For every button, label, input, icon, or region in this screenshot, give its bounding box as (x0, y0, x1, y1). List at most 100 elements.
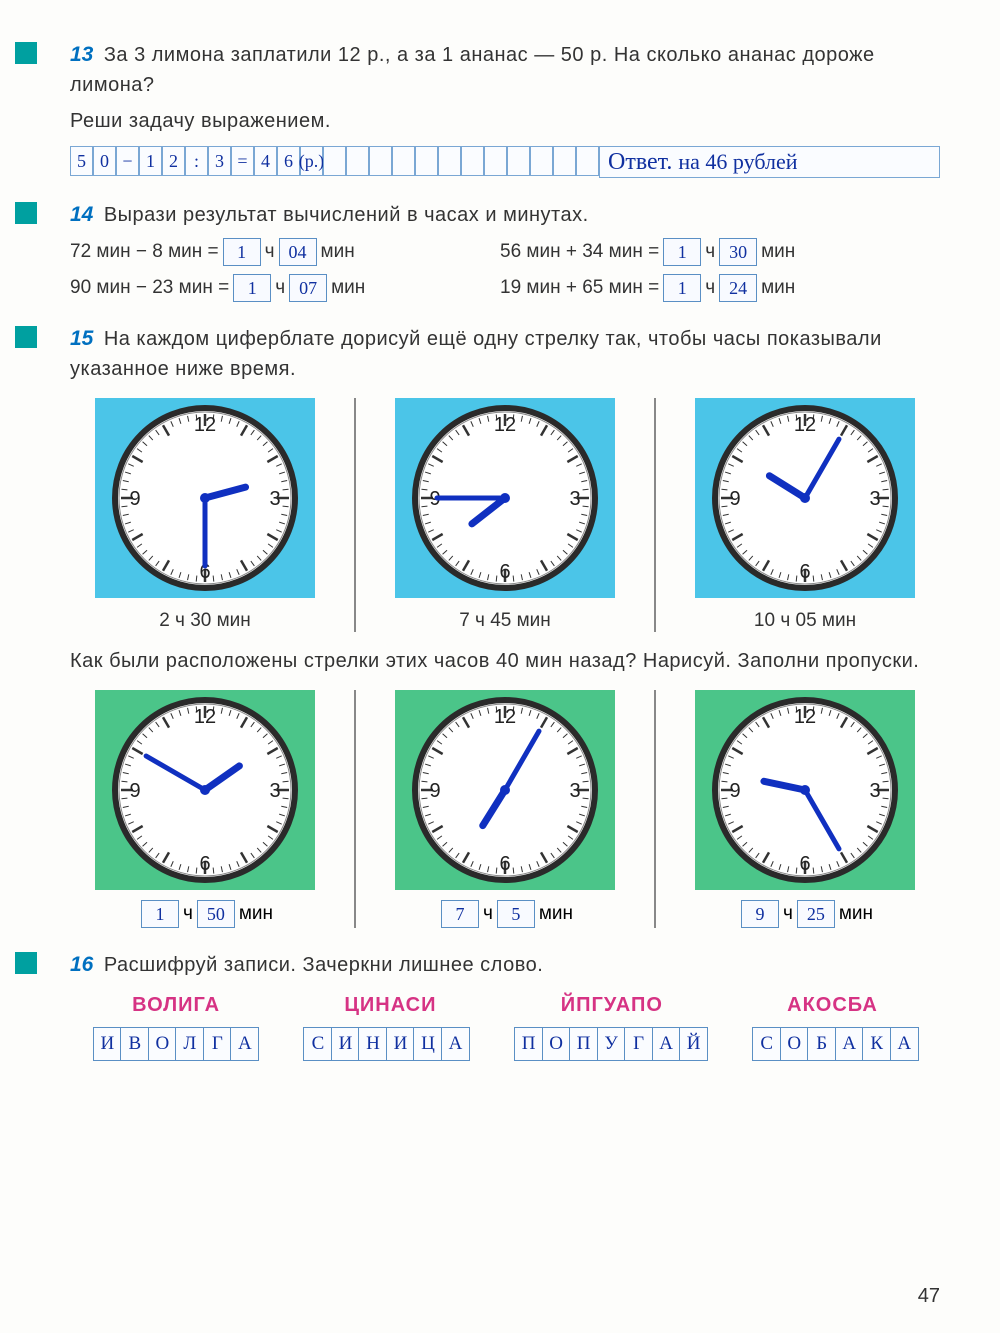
divider (654, 690, 656, 928)
grid-cell[interactable] (392, 146, 415, 176)
letter-box[interactable]: С (752, 1027, 781, 1061)
section-marker (15, 202, 37, 224)
grid-cell[interactable] (415, 146, 438, 176)
svg-text:9: 9 (729, 780, 740, 802)
cipher-word: АКОСБА (787, 994, 878, 1017)
clock-face[interactable]: 12369 (695, 398, 915, 598)
letter-box[interactable]: К (862, 1027, 891, 1061)
cipher-word: ЦИНАСИ (344, 994, 436, 1017)
clock-face[interactable]: 12369 (395, 398, 615, 598)
letter-box[interactable]: У (597, 1027, 626, 1061)
letter-box[interactable]: А (890, 1027, 919, 1061)
svg-text:3: 3 (869, 780, 880, 802)
hours-box[interactable]: 1 (141, 900, 179, 928)
letter-group: СИНИЦА (303, 1027, 468, 1061)
hours-box[interactable]: 1 (233, 274, 271, 302)
minutes-box[interactable]: 25 (797, 900, 835, 928)
letter-box[interactable]: В (120, 1027, 149, 1061)
minutes-box[interactable]: 04 (279, 238, 317, 266)
letter-box[interactable]: О (542, 1027, 571, 1061)
minutes-box[interactable]: 24 (719, 274, 757, 302)
problem-body: Расшифруй записи. Зачеркни лишнее слово. (104, 954, 543, 976)
grid-cell[interactable] (369, 146, 392, 176)
grid-cell[interactable] (507, 146, 530, 176)
section-marker (15, 326, 37, 348)
svg-text:12: 12 (494, 414, 516, 436)
clock-face[interactable]: 12369 (395, 690, 615, 890)
letter-box[interactable]: А (652, 1027, 681, 1061)
letter-box[interactable]: С (303, 1027, 332, 1061)
grid-cell[interactable]: 5 (70, 146, 93, 176)
letter-box[interactable]: А (441, 1027, 470, 1061)
equation-row: 72 мин − 8 мин = 1 ч 04 мин56 мин + 34 м… (70, 238, 940, 266)
divider (354, 398, 356, 632)
hours-box[interactable]: 7 (441, 900, 479, 928)
letter-box[interactable]: Ц (413, 1027, 442, 1061)
page-number: 47 (918, 1285, 940, 1308)
answer-cell: Ответ. на 46 рублей (599, 146, 940, 178)
hours-box[interactable]: 1 (223, 238, 261, 266)
grid-cell[interactable] (438, 146, 461, 176)
minutes-box[interactable]: 5 (497, 900, 535, 928)
letter-box[interactable]: И (386, 1027, 415, 1061)
eq-left: 90 мин − 23 мин = 1 ч 07 мин (70, 274, 500, 302)
letter-box[interactable]: А (835, 1027, 864, 1061)
letter-box[interactable]: И (331, 1027, 360, 1061)
letter-box[interactable]: О (148, 1027, 177, 1061)
letter-box[interactable]: Н (358, 1027, 387, 1061)
time-fill: 9 ч 25 мин (737, 900, 873, 928)
clock-face[interactable]: 12369 (95, 398, 315, 598)
problem-16: 16 Расшифруй записи. Зачеркни лишнее сло… (70, 950, 940, 1061)
clock-item: 123692 ч 30 мин (70, 398, 340, 632)
svg-text:6: 6 (799, 561, 810, 583)
minutes-box[interactable]: 07 (289, 274, 327, 302)
grid-cell[interactable]: 4 (254, 146, 277, 176)
grid-cell[interactable]: (р.) (300, 146, 323, 176)
grid-cell[interactable]: − (116, 146, 139, 176)
grid-cell[interactable] (530, 146, 553, 176)
grid-cell[interactable]: 6 (277, 146, 300, 176)
grid-cell[interactable] (484, 146, 507, 176)
problem-text: 15 На каждом циферблате дорисуй ещё одну… (70, 324, 940, 384)
equation-row: 90 мин − 23 мин = 1 ч 07 мин19 мин + 65 … (70, 274, 940, 302)
grid-cell[interactable] (323, 146, 346, 176)
letter-box[interactable]: Й (679, 1027, 708, 1061)
grid-cell[interactable] (576, 146, 599, 176)
letter-box[interactable]: Г (203, 1027, 232, 1061)
letter-box[interactable]: Г (624, 1027, 653, 1061)
letter-box[interactable]: О (780, 1027, 809, 1061)
grid-cell[interactable]: 3 (208, 146, 231, 176)
clocks-row-1: 123692 ч 30 мин123697 ч 45 мин1236910 ч … (70, 398, 940, 632)
problem-text: 13 За 3 лимона заплатили 12 р., а за 1 а… (70, 40, 940, 100)
grid-cell[interactable] (346, 146, 369, 176)
svg-text:12: 12 (794, 706, 816, 728)
problem-15: 15 На каждом циферблате дорисуй ещё одну… (70, 324, 940, 928)
clock-face[interactable]: 12369 (95, 690, 315, 890)
hours-box[interactable]: 9 (741, 900, 779, 928)
problem-number: 15 (70, 327, 93, 350)
grid-cell[interactable]: 0 (93, 146, 116, 176)
letter-box[interactable]: Б (807, 1027, 836, 1061)
grid-cell[interactable] (553, 146, 576, 176)
grid-cell[interactable] (461, 146, 484, 176)
letter-box[interactable]: П (514, 1027, 543, 1061)
letter-box[interactable]: И (93, 1027, 122, 1061)
problem-13: 13 За 3 лимона заплатили 12 р., а за 1 а… (70, 40, 940, 178)
hours-box[interactable]: 1 (663, 238, 701, 266)
section-marker (15, 952, 37, 974)
grid-cell[interactable]: 2 (162, 146, 185, 176)
time-fill: 1 ч 50 мин (137, 900, 273, 928)
svg-text:12: 12 (194, 414, 216, 436)
svg-text:6: 6 (799, 853, 810, 875)
letter-box[interactable]: А (230, 1027, 259, 1061)
minutes-box[interactable]: 50 (197, 900, 235, 928)
grid-cell[interactable]: 1 (139, 146, 162, 176)
clock-item: 123697 ч 5 мин (370, 690, 640, 928)
minutes-box[interactable]: 30 (719, 238, 757, 266)
hours-box[interactable]: 1 (663, 274, 701, 302)
letter-box[interactable]: Л (175, 1027, 204, 1061)
letter-box[interactable]: П (569, 1027, 598, 1061)
clock-face[interactable]: 12 3 6 9 (695, 690, 915, 890)
grid-cell[interactable]: = (231, 146, 254, 176)
grid-cell[interactable]: : (185, 146, 208, 176)
